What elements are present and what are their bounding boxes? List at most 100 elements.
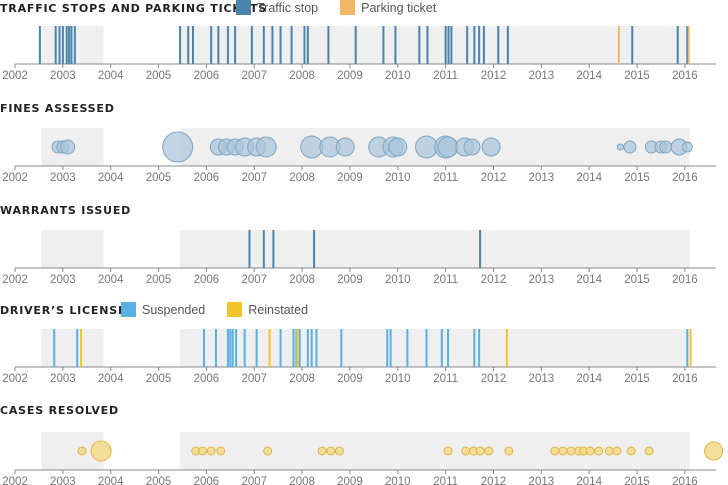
cases-bubble	[216, 446, 226, 456]
panel-title-fines: FINES ASSESSED	[0, 102, 115, 115]
legend-item-suspended: Suspended	[121, 302, 205, 317]
license-band	[41, 329, 104, 367]
warrants-tick-label: 2006	[194, 274, 220, 286]
traffic-event-traffic-stop	[418, 26, 421, 64]
traffic-event-traffic-stop	[234, 26, 237, 64]
license-band	[180, 329, 690, 367]
warrants-tick-label: 2010	[385, 274, 411, 286]
license-event-reinstated	[268, 329, 271, 367]
cases-tick-label: 2006	[194, 476, 220, 485]
cases-bubble	[558, 446, 568, 456]
panel-traffic: 2002 2003 2004 2005 2006 2007 2008 2009 2010 2011…	[2, 26, 716, 82]
traffic-event-traffic-stop	[497, 26, 500, 64]
traffic-event-traffic-stop	[58, 26, 61, 64]
license-event-reinstated	[80, 329, 83, 367]
cases-bubble	[484, 446, 494, 456]
cases-bubble	[585, 446, 595, 456]
cases-bubble	[612, 446, 622, 456]
cases-bubble	[504, 446, 514, 456]
cases-bubble	[334, 446, 344, 456]
cases-tick-label: 2009	[337, 476, 363, 485]
warrants-tick-label: 2013	[529, 274, 555, 286]
fines-tick-label: 2015	[624, 172, 650, 184]
fines-bubble	[162, 131, 194, 163]
traffic-event-traffic-stop	[279, 26, 282, 64]
warrants-tick-label: 2008	[289, 274, 315, 286]
warrants-band	[180, 230, 690, 268]
cases-bubble	[475, 446, 485, 456]
warrants-tick-label: 2011	[433, 274, 458, 286]
fines-tick-label: 2009	[337, 172, 363, 184]
cases-tick-label: 2004	[98, 476, 124, 485]
traffic-event-traffic-stop	[382, 26, 385, 64]
traffic-tick-label: 2002	[2, 70, 28, 82]
legend-swatch-suspended	[121, 302, 136, 317]
cases-tick-label: 2011	[433, 476, 458, 485]
license-tick-label: 2015	[624, 373, 650, 385]
traffic-event-parking-ticket	[617, 26, 620, 64]
traffic-event-traffic-stop	[65, 26, 68, 64]
legend-label-reinstated: Reinstated	[248, 302, 309, 317]
license-event-suspended	[279, 329, 282, 367]
license-event-suspended	[235, 329, 238, 367]
cases-tick-label: 2005	[146, 476, 172, 485]
cases-bubble	[263, 446, 273, 456]
traffic-tick-label: 2009	[337, 70, 363, 82]
license-event-suspended	[306, 329, 309, 367]
fines-bubble	[388, 137, 408, 157]
license-event-suspended	[315, 329, 318, 367]
legend-swatch-parking-ticket	[340, 0, 356, 15]
legend-license: Suspended Reinstated	[121, 302, 330, 317]
license-tick-label: 2005	[146, 373, 172, 385]
traffic-event-parking-ticket	[687, 26, 690, 64]
fines-tick-label: 2010	[385, 172, 411, 184]
traffic-event-traffic-stop	[217, 26, 220, 64]
cases-tick-label: 2016	[672, 476, 698, 485]
license-event-suspended	[292, 329, 295, 367]
traffic-tick-label: 2010	[385, 70, 411, 82]
warrants-event-warrant	[248, 230, 251, 268]
cases-tick-label: 2008	[289, 476, 315, 485]
legend-item-reinstated: Reinstated	[227, 302, 308, 317]
traffic-event-traffic-stop	[226, 26, 229, 64]
warrants-tick-label: 2007	[241, 274, 267, 286]
traffic-event-traffic-stop	[179, 26, 182, 64]
fines-bubble	[616, 143, 624, 151]
cases-bubble	[461, 446, 471, 456]
cases-bubble	[443, 446, 453, 456]
license-event-reinstated	[689, 329, 692, 367]
cases-bubble	[566, 446, 576, 456]
traffic-event-traffic-stop	[61, 26, 64, 64]
traffic-event-traffic-stop	[38, 26, 41, 64]
traffic-event-traffic-stop	[450, 26, 453, 64]
traffic-event-traffic-stop	[250, 26, 253, 64]
traffic-tick-label: 2007	[241, 70, 267, 82]
cases-bubble	[594, 446, 604, 456]
license-event-suspended	[447, 329, 450, 367]
license-tick-label: 2003	[50, 373, 76, 385]
traffic-event-traffic-stop	[306, 26, 309, 64]
cases-bubble	[90, 440, 112, 462]
license-tick-label: 2004	[98, 373, 124, 385]
traffic-event-traffic-stop	[466, 26, 469, 64]
traffic-tick-label: 2008	[289, 70, 315, 82]
warrants-band	[41, 230, 104, 268]
legend-item-traffic-stop: Traffic stop	[236, 0, 318, 15]
traffic-tick-label: 2005	[146, 70, 172, 82]
traffic-event-traffic-stop	[631, 26, 634, 64]
fines-bubble	[481, 137, 501, 157]
panel-warrants: 2002 2003 2004 2005 2006 2007 2008 2009 2010 2011…	[2, 230, 716, 286]
license-event-suspended	[203, 329, 206, 367]
license-event-suspended	[440, 329, 443, 367]
cases-bubble	[198, 446, 208, 456]
panel-cases: 2002 2003 2004 2005 2006 2007 2008 2009 2010 2011…	[2, 432, 724, 485]
license-tick-label: 2010	[385, 373, 411, 385]
license-event-suspended	[231, 329, 234, 367]
cases-bubble	[77, 446, 87, 456]
traffic-tick-label: 2013	[529, 70, 555, 82]
fines-tick-label: 2011	[433, 172, 458, 184]
fines-bubble	[60, 139, 76, 155]
fines-bubble	[623, 140, 637, 154]
warrants-event-warrant	[313, 230, 316, 268]
cases-bubble	[317, 446, 327, 456]
